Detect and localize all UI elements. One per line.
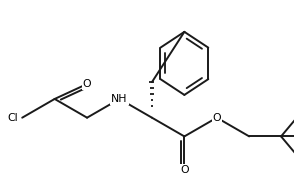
Text: O: O (83, 79, 91, 89)
Text: O: O (213, 113, 221, 123)
Text: O: O (180, 165, 189, 175)
Text: Cl: Cl (8, 113, 18, 123)
Text: NH: NH (111, 94, 128, 104)
